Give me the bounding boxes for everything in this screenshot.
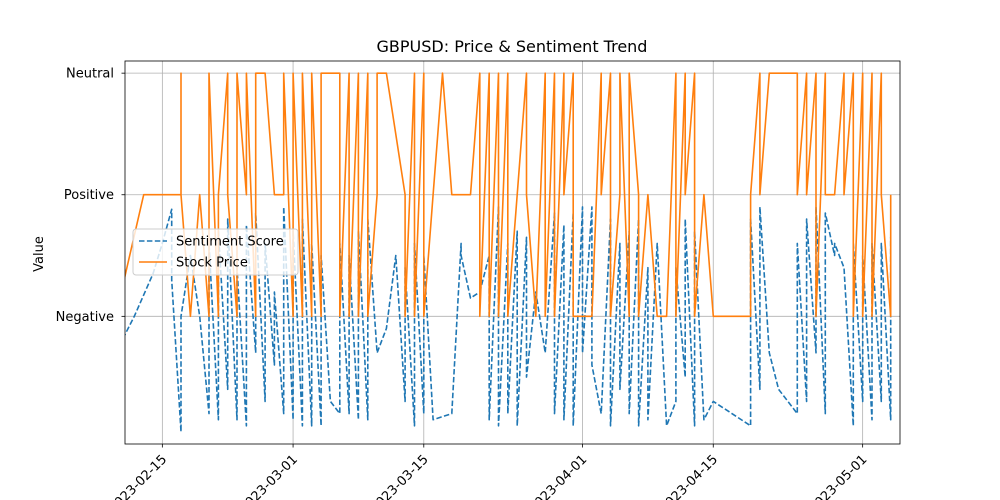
legend-label: Sentiment Score xyxy=(176,235,284,250)
x-tick-label: 2023-04-15 xyxy=(657,452,721,500)
legend-box xyxy=(132,228,299,276)
y-axis-label: Value xyxy=(32,236,47,272)
axes: 2023-02-15 2023-03-01 2023-03-15 2023-04-01… xyxy=(56,60,901,500)
series-line-sentiment-score xyxy=(125,206,892,433)
x-tick-label: 2023-04-01 xyxy=(526,452,590,500)
x-tick-label: 2023-05-01 xyxy=(806,452,870,500)
y-tick-label: Positive xyxy=(64,188,114,203)
y-tick-label: Negative xyxy=(56,310,114,325)
x-tick-label: 2023-02-15 xyxy=(106,452,170,500)
x-tick-label: 2023-03-01 xyxy=(237,452,301,500)
axes-frame xyxy=(124,60,901,445)
legend: Sentiment Score Stock Price xyxy=(132,228,299,276)
chart-title: GBPUSD: Price & Sentiment Trend xyxy=(377,37,648,56)
y-tick-label: Neutral xyxy=(66,67,114,82)
plot-area xyxy=(125,72,892,433)
legend-label: Stock Price xyxy=(176,256,248,271)
x-tick-label: 2023-03-15 xyxy=(368,452,432,500)
series-line-stock-price xyxy=(125,72,892,318)
